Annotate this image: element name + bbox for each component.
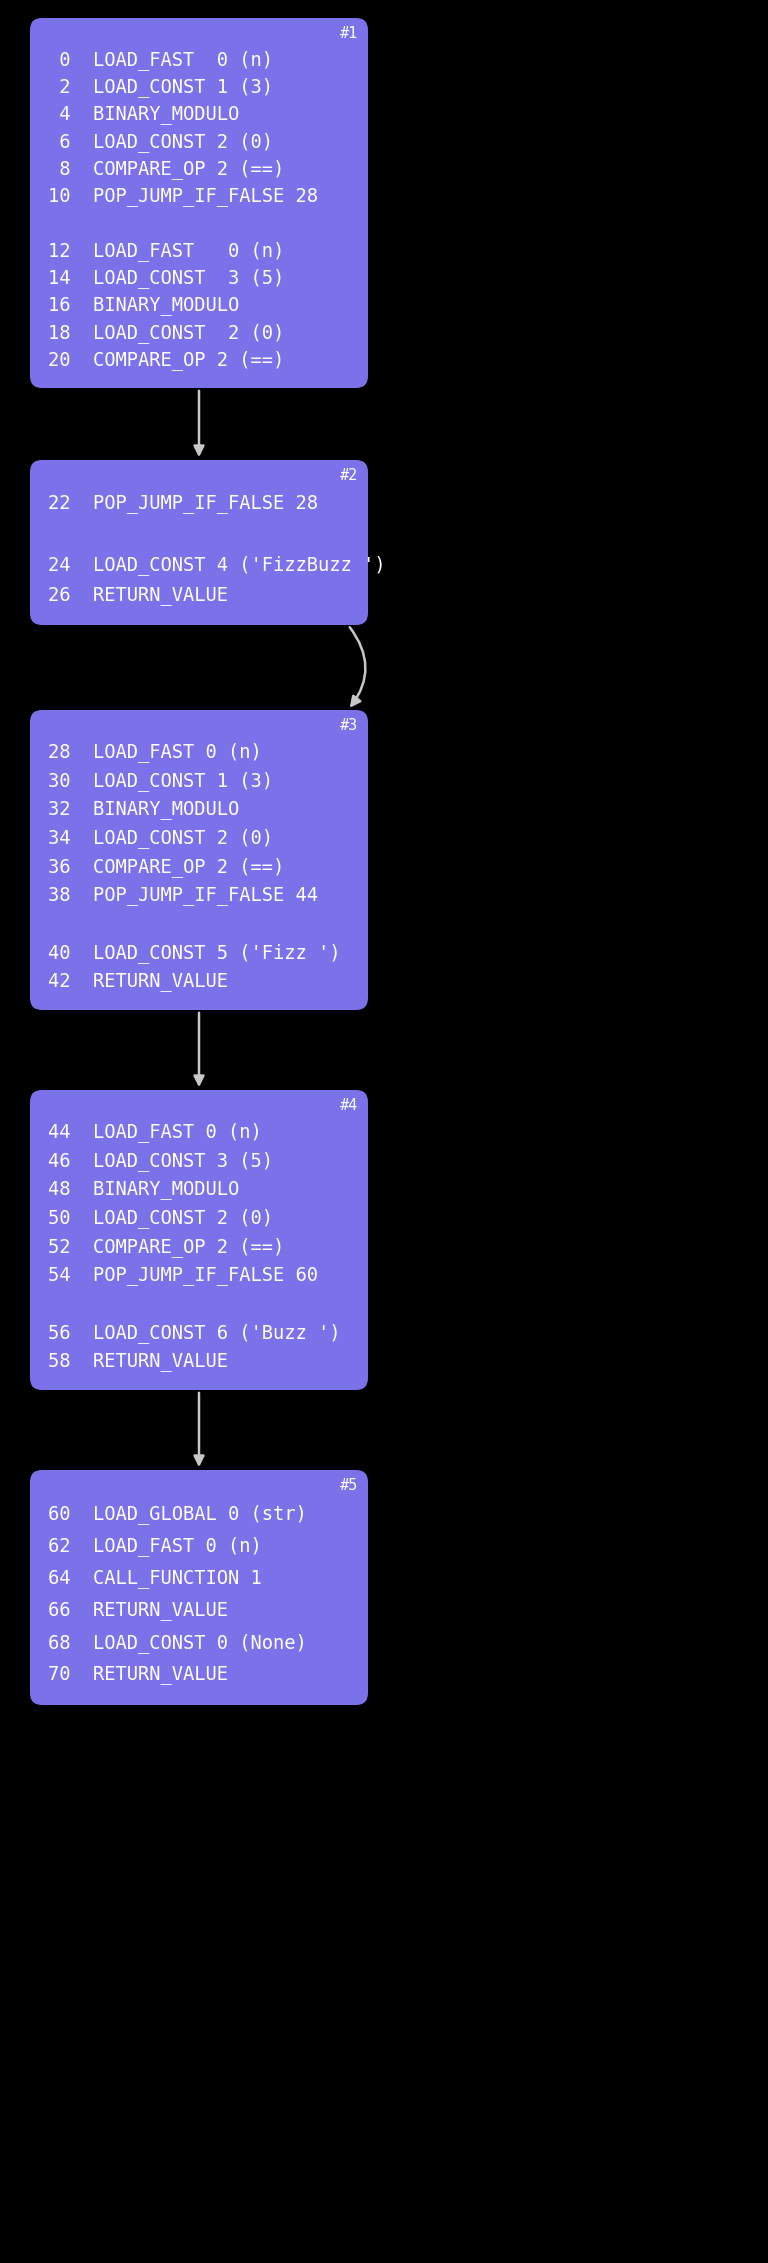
Text: 26  RETURN_VALUE: 26 RETURN_VALUE — [48, 586, 228, 604]
Text: 34  LOAD_CONST 2 (0): 34 LOAD_CONST 2 (0) — [48, 828, 273, 849]
Text: 44  LOAD_FAST 0 (n): 44 LOAD_FAST 0 (n) — [48, 1122, 262, 1143]
Text: 52  COMPARE_OP 2 (==): 52 COMPARE_OP 2 (==) — [48, 1238, 284, 1256]
Text: #3: #3 — [339, 717, 358, 733]
Text: 62  LOAD_FAST 0 (n): 62 LOAD_FAST 0 (n) — [48, 1537, 262, 1557]
Text: 42  RETURN_VALUE: 42 RETURN_VALUE — [48, 973, 228, 991]
Text: 48  BINARY_MODULO: 48 BINARY_MODULO — [48, 1181, 240, 1199]
Text: 46  LOAD_CONST 3 (5): 46 LOAD_CONST 3 (5) — [48, 1152, 273, 1170]
FancyBboxPatch shape — [30, 1091, 368, 1389]
Text: 56  LOAD_CONST 6 ('Buzz '): 56 LOAD_CONST 6 ('Buzz ') — [48, 1324, 340, 1342]
Text: #5: #5 — [339, 1478, 358, 1494]
Text: 12  LOAD_FAST   0 (n): 12 LOAD_FAST 0 (n) — [48, 242, 284, 260]
Text: 10  POP_JUMP_IF_FALSE 28: 10 POP_JUMP_IF_FALSE 28 — [48, 188, 318, 206]
Text: 22  POP_JUMP_IF_FALSE 28: 22 POP_JUMP_IF_FALSE 28 — [48, 493, 318, 514]
Text: 28  LOAD_FAST 0 (n): 28 LOAD_FAST 0 (n) — [48, 742, 262, 763]
Text: 18  LOAD_CONST  2 (0): 18 LOAD_CONST 2 (0) — [48, 324, 284, 344]
FancyBboxPatch shape — [30, 711, 368, 1009]
Text: 0  LOAD_FAST  0 (n): 0 LOAD_FAST 0 (n) — [48, 50, 273, 70]
Text: 30  LOAD_CONST 1 (3): 30 LOAD_CONST 1 (3) — [48, 772, 273, 792]
FancyBboxPatch shape — [30, 18, 368, 387]
Text: 40  LOAD_CONST 5 ('Fizz '): 40 LOAD_CONST 5 ('Fizz ') — [48, 944, 340, 964]
Text: 58  RETURN_VALUE: 58 RETURN_VALUE — [48, 1353, 228, 1371]
Text: 60  LOAD_GLOBAL 0 (str): 60 LOAD_GLOBAL 0 (str) — [48, 1505, 306, 1523]
Text: 4  BINARY_MODULO: 4 BINARY_MODULO — [48, 104, 240, 124]
Text: #1: #1 — [339, 25, 358, 41]
Text: 70  RETURN_VALUE: 70 RETURN_VALUE — [48, 1666, 228, 1684]
Text: 20  COMPARE_OP 2 (==): 20 COMPARE_OP 2 (==) — [48, 351, 284, 371]
Text: 6  LOAD_CONST 2 (0): 6 LOAD_CONST 2 (0) — [48, 131, 273, 152]
FancyBboxPatch shape — [30, 459, 368, 625]
FancyBboxPatch shape — [30, 1471, 368, 1704]
Text: 50  LOAD_CONST 2 (0): 50 LOAD_CONST 2 (0) — [48, 1208, 273, 1229]
Text: 68  LOAD_CONST 0 (None): 68 LOAD_CONST 0 (None) — [48, 1634, 306, 1652]
Text: #2: #2 — [339, 468, 358, 482]
Text: 38  POP_JUMP_IF_FALSE 44: 38 POP_JUMP_IF_FALSE 44 — [48, 887, 318, 905]
Text: 16  BINARY_MODULO: 16 BINARY_MODULO — [48, 296, 240, 315]
Text: 66  RETURN_VALUE: 66 RETURN_VALUE — [48, 1602, 228, 1620]
Text: 8  COMPARE_OP 2 (==): 8 COMPARE_OP 2 (==) — [48, 158, 284, 179]
Text: 32  BINARY_MODULO: 32 BINARY_MODULO — [48, 801, 240, 819]
Text: 64  CALL_FUNCTION 1: 64 CALL_FUNCTION 1 — [48, 1568, 262, 1589]
Text: 36  COMPARE_OP 2 (==): 36 COMPARE_OP 2 (==) — [48, 858, 284, 878]
Text: 14  LOAD_CONST  3 (5): 14 LOAD_CONST 3 (5) — [48, 269, 284, 287]
Text: 24  LOAD_CONST 4 ('FizzBuzz '): 24 LOAD_CONST 4 ('FizzBuzz ') — [48, 554, 386, 575]
Text: 54  POP_JUMP_IF_FALSE 60: 54 POP_JUMP_IF_FALSE 60 — [48, 1267, 318, 1285]
Text: 2  LOAD_CONST 1 (3): 2 LOAD_CONST 1 (3) — [48, 77, 273, 97]
Text: #4: #4 — [339, 1098, 358, 1113]
